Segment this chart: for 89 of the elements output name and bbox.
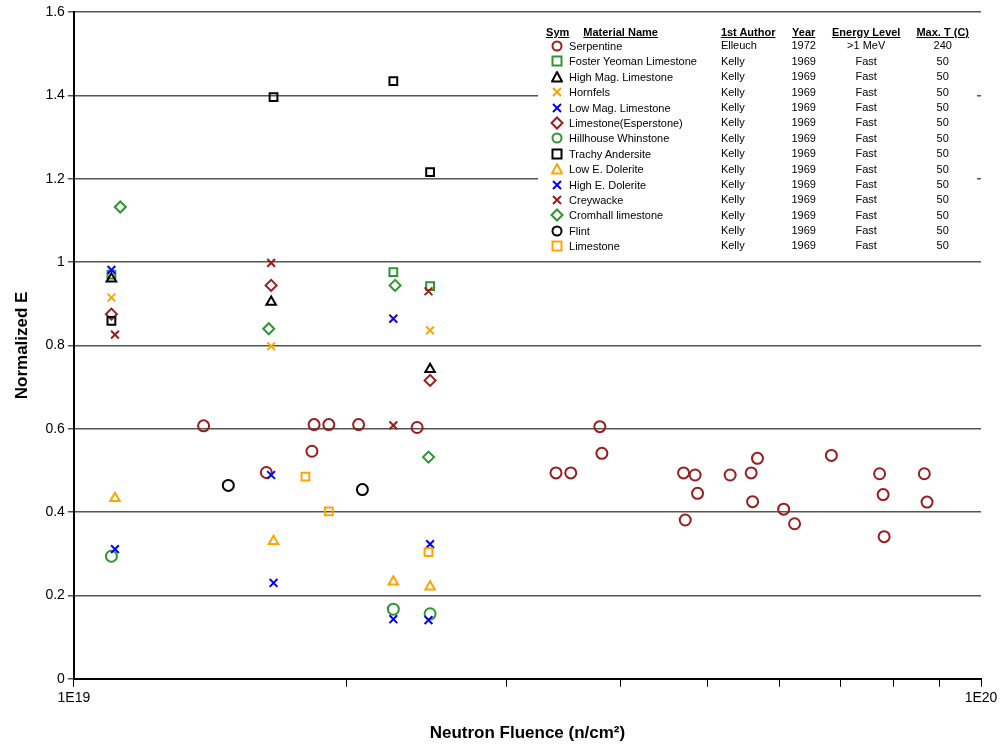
y-tick-label: 1 [57,252,66,269]
annotation: Fast [854,223,878,239]
annotation: 50 [935,130,950,146]
annotation: 1969 [790,146,817,162]
annotation: 50 [935,84,950,100]
annotation: Material Name [583,26,658,38]
annotation: 50 [935,192,950,208]
annotation: 50 [935,176,950,192]
legend-label: High Mag. Limestone [569,70,674,83]
legend-label: Low Mag. Limestone [569,101,671,114]
annotation: 1969 [790,130,817,146]
annotation: 1972 [790,38,817,54]
y-tick-label: 0 [57,669,66,686]
annotation: 1969 [790,238,817,254]
annotation: 240 [932,38,953,54]
annotation: 1969 [790,69,817,85]
annotation: 50 [935,207,950,223]
x-tick-label: 1E19 [57,689,91,706]
annotation: 50 [935,238,950,254]
annotation: Elleuch [719,38,758,54]
legend-label: Low E. Dolerite [569,162,644,175]
legend-label: Cromhall limestone [569,209,664,222]
annotation: 1st Author [719,26,777,38]
annotation: 1969 [790,99,817,115]
y-tick-label: 0.2 [45,586,66,603]
legend-label: Serpentine [569,39,623,52]
annotation: Kelly [719,238,746,254]
annotation: 1969 [790,192,817,208]
annotation: Kelly [719,115,746,131]
annotation: 50 [935,115,950,131]
legend-label: Trachy Andersite [569,147,652,160]
annotation: Year [791,26,817,38]
annotation: 1969 [790,176,817,192]
annotation: Max. T (C) [915,26,970,38]
y-tick-label: 1.4 [45,86,66,103]
annotation: 50 [935,53,950,69]
annotation: 1969 [790,53,817,69]
annotation: 50 [935,99,950,115]
annotation: 1969 [790,207,817,223]
legend-label: Limestone(Esperstone) [569,116,683,129]
y-tick-label: 1.6 [45,2,66,19]
annotation: Fast [854,84,878,100]
x-tick-label: 1E20 [964,689,998,706]
y-tick-label: 0.8 [45,336,66,353]
annotation: Kelly [719,161,746,177]
annotation: Kelly [719,130,746,146]
annotation: Kelly [719,223,746,239]
annotation: Energy Level [830,26,902,38]
annotation: Kelly [719,99,746,115]
y-axis-title: Normalized E [11,291,31,400]
y-tick-label: 1.2 [45,169,66,186]
y-tick-label: 0.4 [45,502,66,519]
annotation: Fast [854,69,878,85]
annotation: Fast [854,238,878,254]
annotation: Fast [854,207,878,223]
y-tick-label: 0.6 [45,419,66,436]
legend-label: Foster Yeoman Limestone [569,55,697,68]
annotation: Fast [854,161,878,177]
annotation: Sym [546,26,570,38]
annotation: Fast [854,53,878,69]
annotation: Fast [854,99,878,115]
annotation: Kelly [719,69,746,85]
annotation: 1969 [790,161,817,177]
annotation: Fast [854,146,878,162]
annotation: Kelly [719,53,746,69]
annotation: 1969 [790,84,817,100]
annotation: Fast [854,176,878,192]
annotation: Kelly [719,84,746,100]
x-axis-title: Neutron Fluence (n/cm²) [429,723,626,743]
legend-label: Flint [569,224,590,237]
legend-label: High E. Dolerite [569,178,647,191]
annotation: Fast [854,130,878,146]
annotation: Fast [854,192,878,208]
legend-label: Creywacke [569,193,624,206]
annotation: 1969 [790,115,817,131]
annotation: 50 [935,69,950,85]
annotation: Kelly [719,176,746,192]
annotation: 50 [935,223,950,239]
legend-label: Hillhouse Whinstone [569,132,670,145]
annotation: Kelly [719,207,746,223]
annotation: >1 MeV [846,38,887,54]
annotation: 50 [935,161,950,177]
legend-label: Limestone [569,239,620,252]
annotation: Kelly [719,192,746,208]
legend-label: Hornfels [569,85,611,98]
annotation: Fast [854,115,878,131]
annotation: Kelly [719,146,746,162]
annotation: 50 [935,146,950,162]
annotation: 1969 [790,223,817,239]
